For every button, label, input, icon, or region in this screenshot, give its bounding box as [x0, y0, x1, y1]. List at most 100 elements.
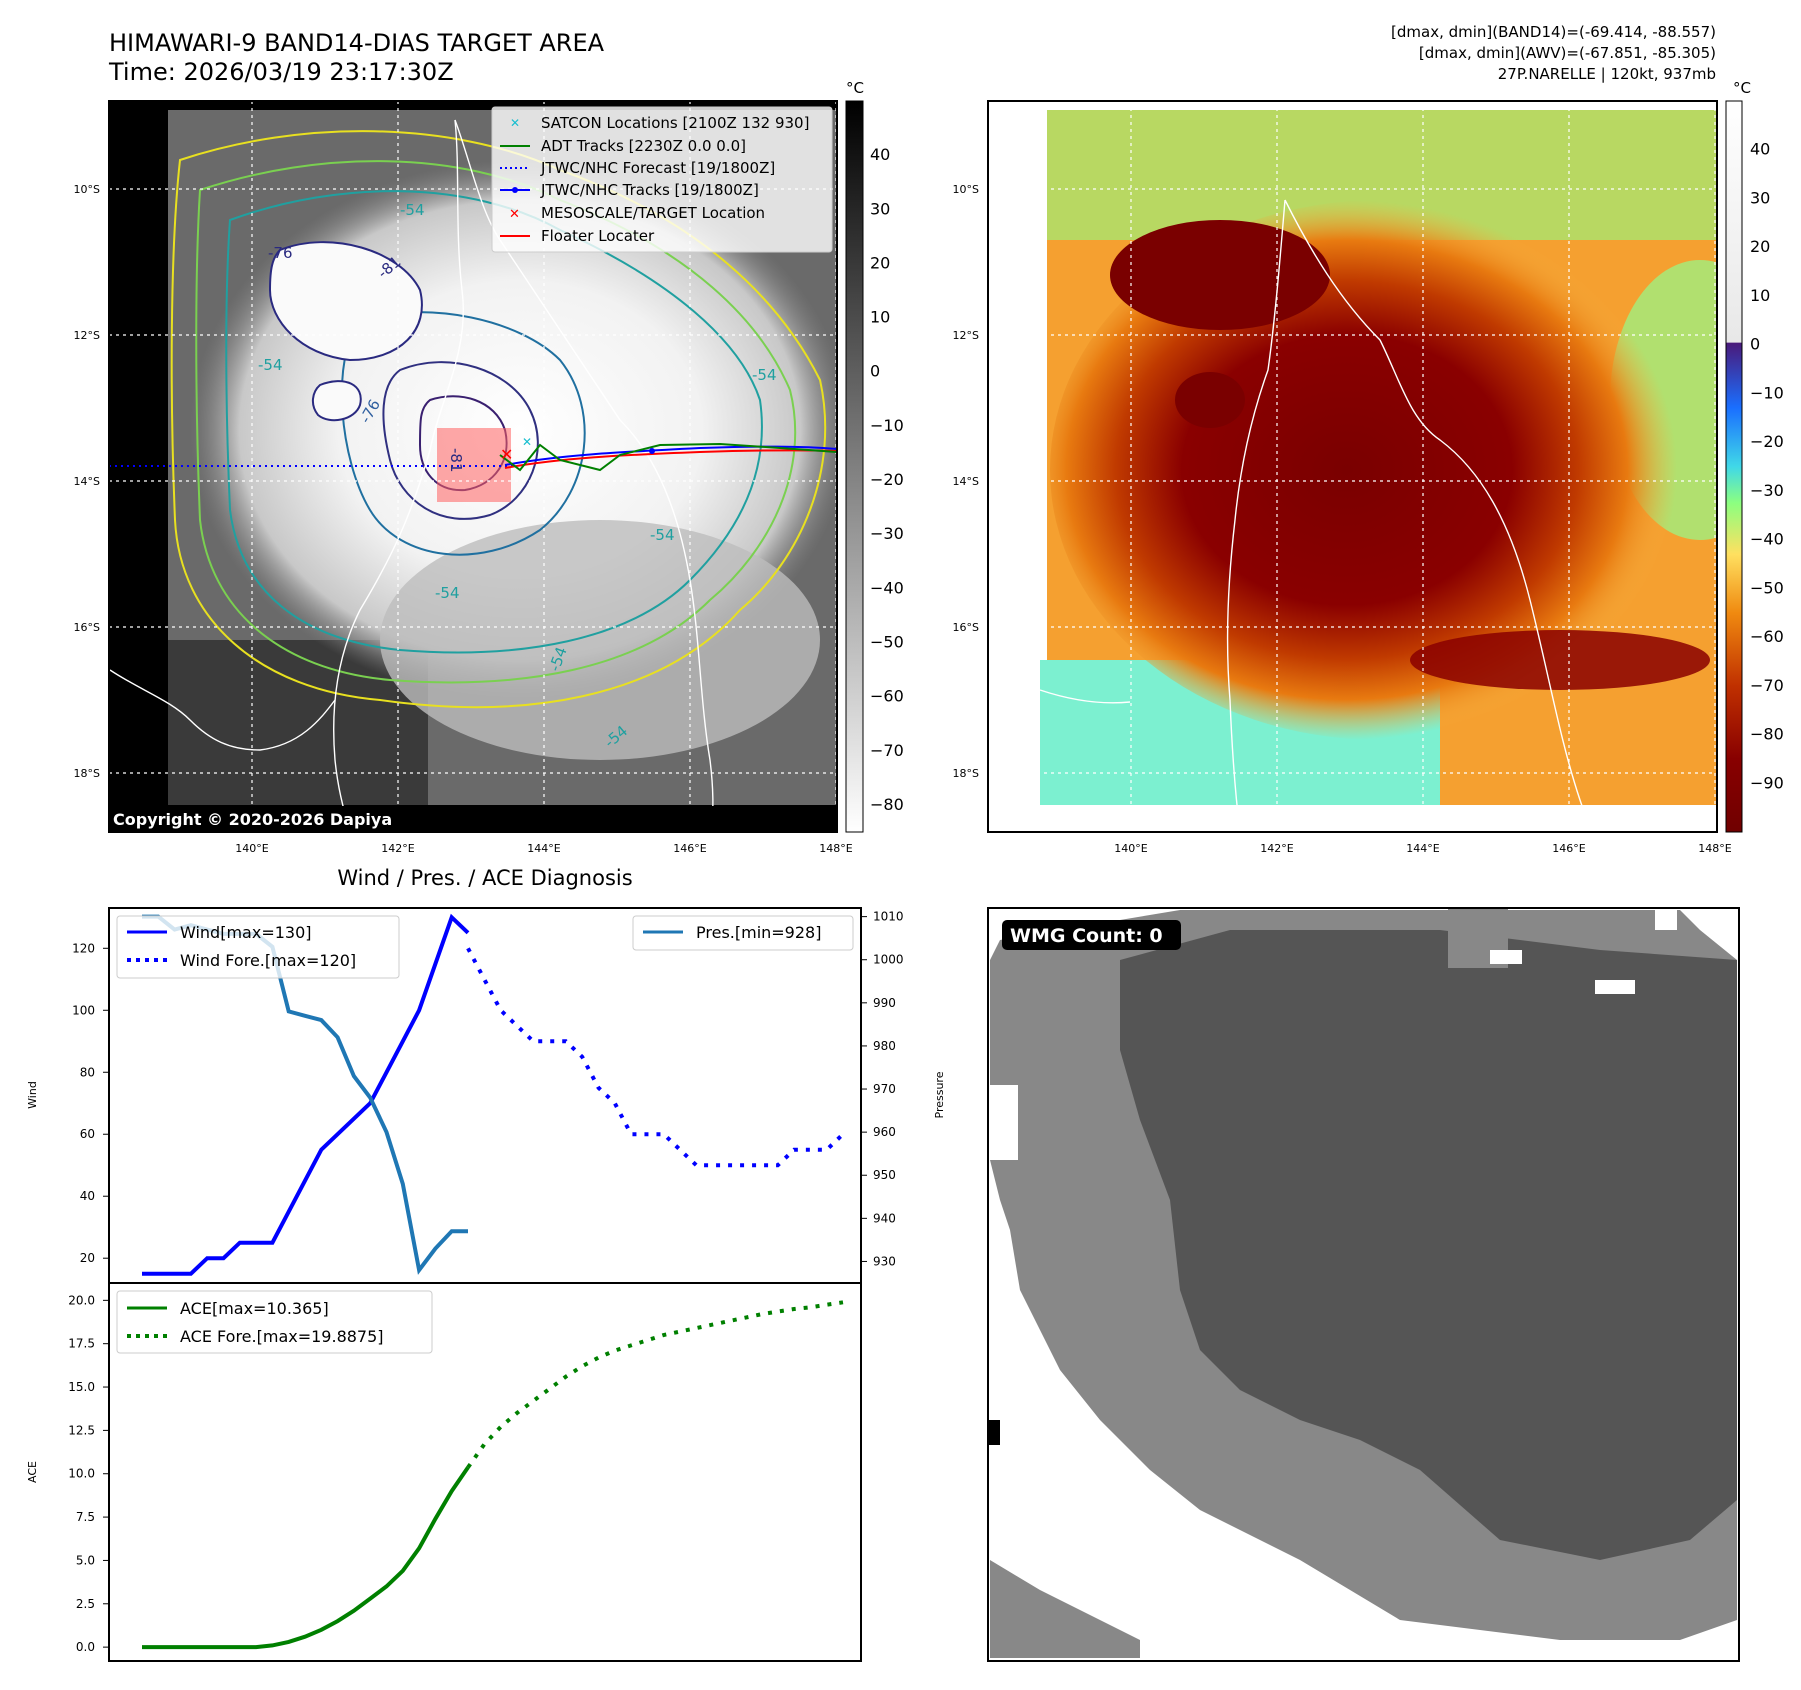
pressure-tick-label: 1010	[873, 910, 904, 924]
colorbar-tick: −50	[870, 632, 904, 651]
ace-tick-label: 17.5	[68, 1337, 95, 1351]
colorbar-tick: 0	[870, 362, 880, 381]
wmg-dark-region	[1120, 930, 1737, 1560]
satcon-marker: ✕	[522, 435, 532, 449]
wmg-white-patch	[988, 1085, 1018, 1160]
pressure-tick-label: 940	[873, 1211, 896, 1225]
awv-map-panel: 10°S 12°S 14°S 16°S 18°S 140°E 142°E 144…	[953, 100, 1732, 855]
lat-label: 18°S	[74, 767, 100, 780]
wind-pressure-chart: Wind Pressure 20 40 60 80 100 120 930 940 950 96…	[26, 907, 946, 1284]
figure-title: HIMAWARI-9 BAND14-DIAS TARGET AREA	[109, 29, 605, 57]
band14-lon-labels: 140°E 142°E 144°E 146°E 148°E	[235, 842, 852, 855]
pressure-tick-label: 990	[873, 996, 896, 1010]
colorbar-tick: 20	[870, 253, 890, 272]
series-line-wind	[142, 913, 470, 1276]
colorbar-tick: −60	[1750, 627, 1784, 646]
copyright-bar	[109, 806, 837, 832]
colorbar-tick: −20	[870, 470, 904, 489]
awv-gridlines	[988, 101, 1717, 832]
colorbar-tick: 0	[1750, 335, 1760, 354]
wmg-count-badge	[1002, 920, 1181, 950]
legend-satcon-icon: ✕	[510, 116, 520, 130]
colorbar-tick: −30	[870, 524, 904, 543]
ace-chart: ACE 0.0 2.5 5.0 7.5 10.0 12.5 15.0 17.5 20.0 ACE…	[26, 1282, 862, 1662]
legend-label: ACE Fore.[max=19.8875]	[180, 1327, 384, 1346]
ace-tick-label: 2.5	[76, 1597, 95, 1611]
contour-label: -76	[268, 244, 293, 262]
colorbar-band14-unit: °C	[846, 79, 864, 97]
series-line-ace-fore-	[466, 1300, 844, 1469]
figure-time: Time: 2026/03/19 23:17:30Z	[108, 58, 454, 86]
colorbar-tick: −10	[870, 416, 904, 435]
colorbar-tick: −90	[1750, 773, 1784, 792]
colorbar-tick: −80	[870, 795, 904, 814]
mesoscale-target-box	[437, 428, 511, 502]
contour-label: -54	[435, 584, 460, 602]
awv-coastline	[1039, 199, 1591, 832]
lat-label: 16°S	[74, 621, 100, 634]
ace-tick-label: 5.0	[76, 1553, 95, 1567]
legend-label: Wind[max=130]	[180, 923, 312, 942]
lat-label: 16°S	[953, 621, 979, 634]
wmg-black-patch	[988, 1420, 1000, 1445]
wmg-white-patch	[1655, 910, 1677, 930]
lon-label: 140°E	[1114, 842, 1147, 855]
ace-axis-label: ACE	[26, 1461, 39, 1483]
pressure-axis-label: Pressure	[933, 1071, 946, 1118]
colorbar-tick: 30	[1750, 188, 1770, 207]
contour-label: -54	[650, 526, 675, 544]
lon-label: 148°E	[819, 842, 852, 855]
ace-tick-label: 10.0	[68, 1467, 95, 1481]
wmg-panel: WMG Count: 0	[987, 907, 1740, 1662]
band14-lat-labels: 10°S 12°S 14°S 16°S 18°S	[74, 183, 100, 780]
colorbar-tick: 30	[870, 199, 890, 218]
ace-tick-label: 20.0	[68, 1293, 95, 1307]
stats-awv: [dmax, dmin](AWV)=(-67.851, -85.305)	[1419, 44, 1716, 62]
colorbar-tick: −40	[870, 578, 904, 597]
ace-tick-label: 12.5	[68, 1423, 95, 1437]
colorbar-awv-unit: °C	[1733, 79, 1751, 97]
lon-label: 142°E	[381, 842, 414, 855]
wind-tick-label: 20	[80, 1251, 95, 1265]
lon-label: 144°E	[1406, 842, 1439, 855]
colorbar-awv-ticks: 40 30 20 10 0 −10 −20 −30 −40 −50 −60 −7…	[1750, 140, 1784, 793]
pressure-legend: Pres.[min=928]	[632, 915, 854, 951]
colorbar-tick: −70	[1750, 676, 1784, 695]
band14-legend: ✕ ✕ SATCON Locations [2100Z 132 930] ADT…	[491, 106, 833, 253]
colorbar-tick: −60	[870, 687, 904, 706]
awv-moist-band	[1410, 630, 1710, 690]
legend-label: SATCON Locations [2100Z 132 930]	[541, 114, 809, 132]
lon-label: 142°E	[1260, 842, 1293, 855]
wind-tick-label: 40	[80, 1189, 95, 1203]
ace-tick-label: 0.0	[76, 1640, 95, 1654]
legend-label: MESOSCALE/TARGET Location	[541, 204, 765, 222]
series-line-wind-fore-	[466, 947, 845, 1168]
colorbar-tick: 20	[1750, 237, 1770, 256]
colorbar-awv-gradient	[1725, 100, 1743, 833]
legend-track-dot-icon	[512, 187, 518, 193]
diagnosis-title: Wind / Pres. / ACE Diagnosis	[337, 866, 632, 890]
legend-label: Wind Fore.[max=120]	[180, 951, 356, 970]
copyright-text: Copyright © 2020-2026 Dapiya	[113, 810, 392, 829]
lat-label: 12°S	[953, 329, 979, 342]
pressure-tick-label: 930	[873, 1254, 896, 1268]
colorbar-tick: −30	[1750, 481, 1784, 500]
lon-label: 140°E	[235, 842, 268, 855]
lon-label: 144°E	[527, 842, 560, 855]
colorbar-tick: −10	[1750, 383, 1784, 402]
floater-track	[504, 449, 837, 469]
awv-map-border	[987, 100, 1718, 833]
colorbar-tick: −50	[1750, 578, 1784, 597]
band14-map-border	[108, 100, 838, 833]
legend-label: ADT Tracks [2230Z 0.0 0.0]	[541, 137, 746, 155]
colorbar-tick: −80	[1750, 725, 1784, 744]
band14-cloud-band	[380, 520, 820, 760]
pressure-tick-label: 960	[873, 1125, 896, 1139]
colorbar-tick: 40	[1750, 140, 1770, 159]
awv-moist-cell	[1175, 372, 1245, 428]
lat-label: 14°S	[953, 475, 979, 488]
storm-info: 27P.NARELLE | 120kt, 937mb	[1498, 65, 1716, 83]
wind-tick-label: 80	[80, 1065, 95, 1079]
colorbar-tick: −20	[1750, 432, 1784, 451]
colorbar-band14-ticks: 40 30 20 10 0 −10 −20 −30 −40 −50 −60 −7…	[870, 145, 904, 814]
